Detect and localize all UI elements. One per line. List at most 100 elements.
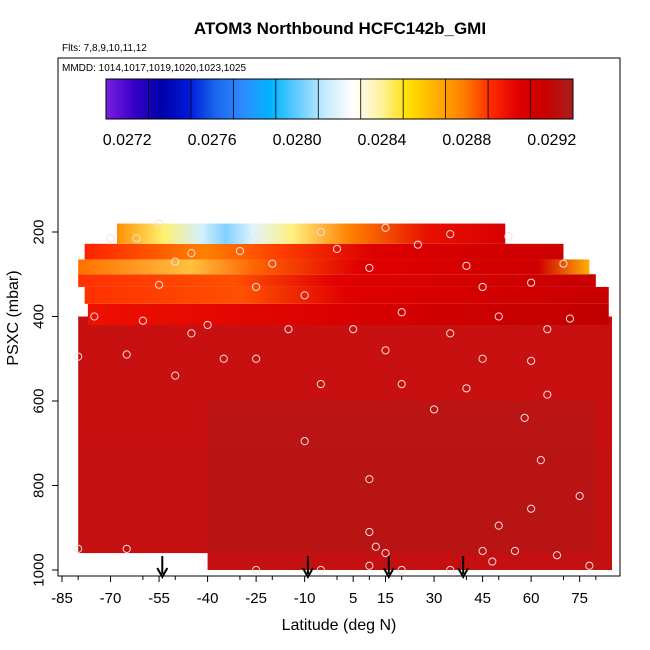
- colorbar-ticks: 0.0272 0.0276 0.0280 0.0284 0.0288 0.0292: [103, 132, 577, 149]
- heatmap-band: [84, 286, 609, 304]
- sample-point: [316, 380, 325, 389]
- sample-point: [219, 354, 228, 363]
- y-tick-label: 600: [30, 388, 47, 413]
- colorbar-dividers: [148, 79, 531, 119]
- sample-point: [316, 227, 325, 237]
- sample-point: [365, 263, 374, 273]
- sample-point: [446, 329, 455, 338]
- x-tick-label: -25: [245, 590, 267, 607]
- sample-point: [332, 244, 342, 253]
- x-tick-label: -70: [100, 590, 122, 607]
- sample-point: [478, 282, 487, 292]
- x-axis-label: Latitude (deg N): [282, 617, 397, 634]
- sample-point: [536, 456, 545, 465]
- sample-point: [478, 354, 487, 363]
- y-tick-label: 400: [30, 304, 47, 329]
- heatmap-field: [62, 223, 613, 575]
- y-axis: 200 400 600 800 1000: [30, 219, 58, 587]
- sample-point: [187, 249, 196, 258]
- sample-point: [565, 314, 575, 323]
- y-tick-label: 1000: [30, 553, 47, 586]
- colorbar-tick-label: 0.0280: [273, 132, 322, 149]
- heatmap-band: [87, 303, 609, 325]
- sample-point: [527, 356, 536, 365]
- colorbar-tick-label: 0.0276: [188, 132, 237, 149]
- flight-marker-head: [302, 567, 314, 580]
- sample-point: [575, 491, 584, 501]
- sample-point: [446, 565, 455, 575]
- x-tick-label: 60: [523, 590, 540, 607]
- sample-point: [397, 565, 406, 575]
- sample-point: [365, 527, 374, 537]
- sample-point: [349, 325, 358, 334]
- x-tick-label: 5: [349, 590, 357, 607]
- sample-point: [252, 282, 261, 292]
- sample-point: [132, 234, 141, 243]
- sample-point: [365, 475, 374, 484]
- sample-point: [397, 380, 406, 389]
- x-tick-label: 30: [426, 590, 443, 607]
- x-tick-label: -55: [148, 590, 170, 607]
- sample-point: [365, 561, 374, 570]
- heatmap-region: [207, 401, 596, 554]
- sample-point: [381, 346, 390, 355]
- x-tick-label: 75: [571, 590, 588, 607]
- sample-point: [122, 350, 131, 359]
- flight-marker-head: [457, 567, 470, 580]
- x-axis: -85 -70 -55 -40 -25 -10 5 15 30 45 60 75: [51, 576, 597, 607]
- annotation-flights: Flts: 7,8,9,10,11,12: [62, 43, 147, 54]
- sample-point: [171, 371, 180, 380]
- sample-point: [559, 259, 568, 268]
- sample-point: [203, 320, 212, 330]
- sample-point: [235, 246, 245, 256]
- flight-marker-head: [156, 567, 169, 580]
- x-tick-label: -10: [294, 590, 316, 607]
- sample-point: [171, 257, 180, 266]
- sample-point: [316, 565, 325, 575]
- heatmap-band: [117, 223, 506, 244]
- sample-point: [74, 352, 83, 361]
- sample-point: [397, 308, 406, 317]
- sample-point: [300, 437, 309, 446]
- sample-point: [527, 278, 536, 287]
- sample-point: [381, 549, 390, 558]
- sample-point: [106, 234, 115, 243]
- sample-point: [284, 325, 293, 334]
- sample-point: [543, 325, 552, 334]
- sample-point: [488, 557, 497, 566]
- sample-point: [446, 230, 455, 239]
- sample-point: [552, 551, 562, 560]
- flight-marker-head: [382, 567, 395, 580]
- colorbar: 0.0272 0.0276 0.0280 0.0284 0.0288 0.0292: [103, 78, 577, 149]
- sample-point: [252, 234, 261, 243]
- y-tick-label: 800: [30, 473, 47, 498]
- sample-point: [462, 261, 471, 270]
- sample-point: [585, 561, 594, 570]
- sample-point: [187, 329, 196, 338]
- sample-point: [268, 259, 277, 268]
- sample-point: [413, 240, 422, 249]
- colorbar-bar: [105, 78, 574, 120]
- sample-point: [494, 521, 503, 530]
- sample-point: [90, 312, 99, 321]
- sample-points: [74, 219, 594, 575]
- colorbar-tick-label: 0.0284: [357, 132, 406, 149]
- y-axis-label: PSXC (mbar): [5, 270, 22, 365]
- colorbar-tick-label: 0.0292: [527, 132, 576, 149]
- sample-point: [504, 232, 513, 241]
- colorbar-tick-label: 0.0288: [442, 132, 491, 149]
- sample-point: [300, 291, 309, 300]
- x-tick-label: 45: [474, 590, 491, 607]
- heatmap-blank: [62, 553, 208, 575]
- heatmap-band: [84, 243, 564, 260]
- sample-point: [74, 544, 83, 553]
- sample-point: [252, 565, 261, 575]
- sample-point: [122, 544, 131, 553]
- sample-point: [543, 390, 552, 399]
- sample-point: [252, 354, 261, 363]
- heatmap-band: [78, 259, 590, 275]
- chart-title: ATOM3 Northbound HCFC142b_GMI: [194, 19, 486, 38]
- sample-point: [462, 384, 471, 393]
- sample-point: [520, 413, 529, 422]
- sample-point: [371, 542, 380, 551]
